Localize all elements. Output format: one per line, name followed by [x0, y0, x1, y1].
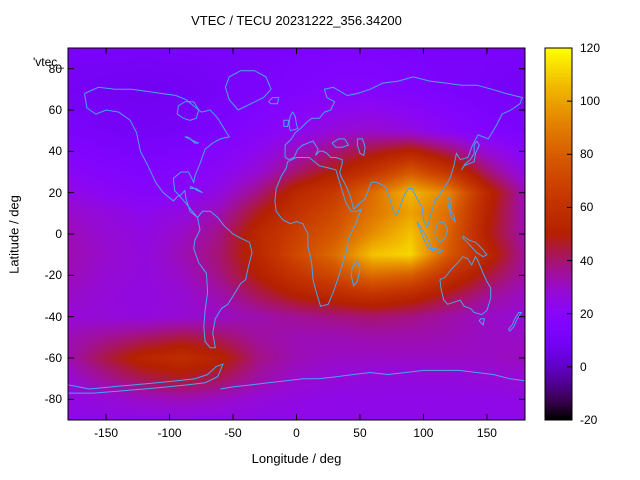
y-tick-label: 0	[55, 227, 62, 241]
y-tick-label: 80	[48, 61, 62, 76]
colorbar-tick-label: -20	[580, 413, 598, 427]
y-tick-label: 40	[48, 144, 62, 159]
series-key-label: 'vtec_	[33, 55, 64, 69]
vtec-heatmap-canvas	[68, 48, 525, 420]
x-tick-label: 0	[293, 426, 300, 440]
y-tick-label: -60	[44, 351, 62, 365]
colorbar-tick-label: 120	[580, 41, 601, 55]
colorbar-tick-label: 20	[580, 306, 594, 321]
y-tick-label: -80	[44, 392, 62, 407]
chart-title: VTEC / TECU 20231222_356.34200	[191, 13, 402, 28]
x-tick-label: -50	[224, 426, 242, 440]
colorbar-tick-label: 100	[580, 94, 601, 109]
x-tick-label: 100	[413, 426, 434, 440]
y-tick-label: -40	[44, 309, 62, 324]
x-axis-label: Longitude / deg	[251, 451, 342, 466]
colorbar-tick-label: 60	[580, 200, 594, 215]
colorbar-tick-label: 80	[580, 147, 594, 162]
x-tick-label: -100	[157, 426, 182, 440]
colorbar-gradient-canvas	[545, 48, 572, 420]
colorbar-tick-label: 40	[580, 253, 594, 268]
x-tick-label: -150	[94, 426, 119, 440]
x-tick-label: 50	[353, 426, 367, 440]
y-tick-label: -20	[44, 268, 62, 283]
colorbar-tick-label: 0	[580, 359, 587, 374]
y-tick-label: 60	[48, 103, 62, 117]
y-tick-label: 20	[48, 185, 62, 200]
x-tick-label: 150	[476, 426, 497, 440]
